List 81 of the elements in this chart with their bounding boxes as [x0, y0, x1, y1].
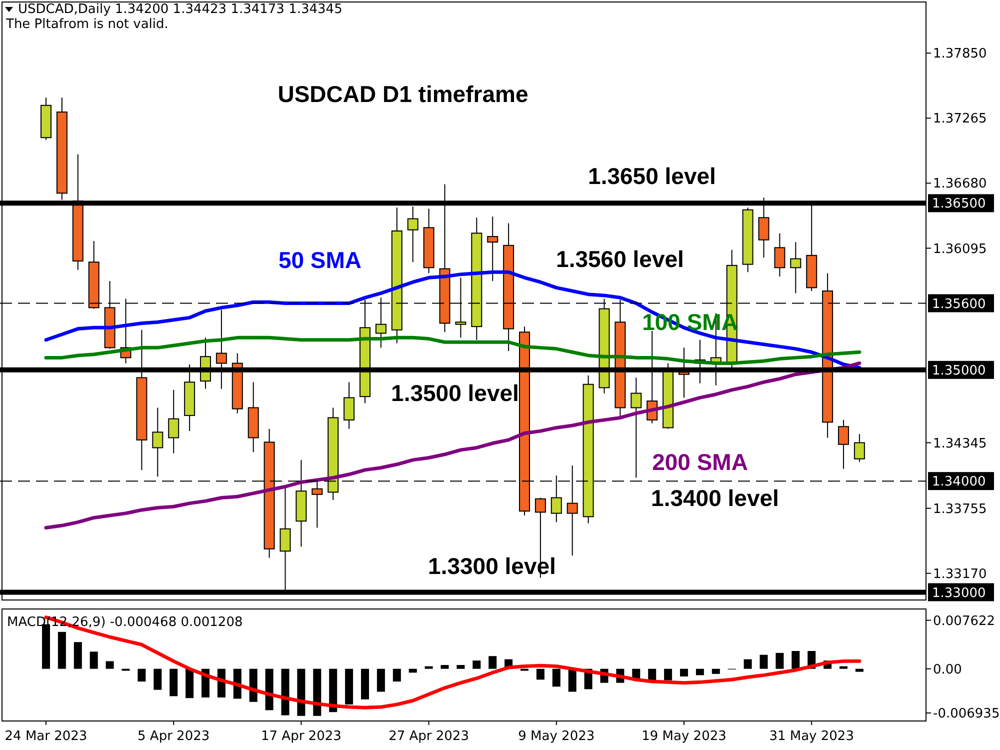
candlestick — [790, 242, 802, 294]
y-tick-label: 0.00 — [933, 662, 962, 678]
bar — [408, 668, 417, 673]
annotation: The Pltafrom is not valid. — [5, 17, 168, 32]
bar — [329, 668, 338, 712]
y-tick-label: 1.37265 — [933, 112, 987, 127]
y-tick-label: 1.33170 — [933, 566, 987, 582]
ref-line-label: 1.34000 — [932, 474, 986, 490]
candlestick — [774, 232, 786, 278]
bar — [90, 652, 98, 669]
bar — [138, 668, 146, 682]
series-label: 200 SMA — [652, 449, 748, 475]
bar — [456, 665, 465, 669]
bar — [361, 668, 369, 700]
bar — [744, 659, 752, 669]
y-tick-label: 1.33755 — [933, 502, 987, 517]
ref-line-label: 1.36500 — [932, 196, 986, 212]
y-tick-label: 0.007622 — [933, 614, 996, 629]
bar — [776, 652, 784, 669]
bar — [313, 668, 322, 716]
bar — [712, 668, 720, 674]
bar — [170, 668, 178, 696]
annotation: USDCAD,Daily 1.34200 1.34423 1.34173 1.34345 — [18, 2, 342, 17]
y-tick-label: 1.36680 — [933, 176, 987, 192]
bar — [472, 660, 481, 669]
bar — [840, 666, 848, 669]
bar — [186, 668, 194, 698]
x-tick-label: 31 May 2023 — [769, 729, 854, 744]
candlestick — [854, 434, 865, 462]
bar — [792, 651, 800, 669]
bar — [488, 656, 497, 669]
bar — [536, 668, 544, 680]
bar — [265, 668, 274, 710]
bar — [392, 668, 401, 682]
x-tick-label: 19 May 2023 — [642, 729, 726, 744]
y-tick-label: 1.36095 — [933, 242, 987, 257]
bar — [440, 665, 449, 669]
bar — [345, 668, 354, 704]
candlestick — [566, 465, 578, 556]
bar — [552, 668, 560, 687]
bar — [106, 661, 114, 669]
bar — [696, 668, 704, 676]
bar — [855, 668, 864, 672]
candlestick — [152, 407, 164, 478]
x-tick-label: 9 May 2023 — [518, 729, 595, 744]
bar — [568, 668, 576, 692]
text: USDCAD D1 timeframe — [278, 81, 528, 107]
line-series — [44, 270, 862, 370]
candlestick — [168, 389, 180, 454]
bar — [154, 668, 162, 690]
candlestick — [630, 377, 642, 478]
bar — [680, 668, 688, 676]
annotation: 1.3560 level — [556, 246, 684, 272]
bar — [648, 668, 656, 680]
ref-line-label: 1.35600 — [932, 296, 986, 312]
bar — [424, 666, 433, 669]
bar — [58, 632, 66, 669]
ref-line-label: 1.35000 — [932, 363, 986, 378]
series-label: 50 SMA — [278, 247, 362, 273]
x-tick-label: 5 Apr 2023 — [138, 729, 210, 744]
candlestick — [344, 382, 355, 430]
bar — [281, 668, 290, 716]
y-tick-label: 1.34345 — [933, 436, 987, 452]
bar — [664, 668, 672, 680]
annotation: 1.3500 level — [391, 380, 519, 406]
candlestick — [838, 419, 849, 470]
y-tick-label: -0.006935 — [933, 706, 1000, 722]
x-tick-label: 17 Apr 2023 — [261, 729, 342, 744]
annotation: 1.3400 level — [651, 485, 779, 512]
annotation: 1.3650 level — [588, 163, 716, 190]
line-series — [44, 336, 862, 365]
bar — [297, 668, 306, 716]
x-tick-label: 24 Mar 2023 — [4, 729, 88, 744]
bar — [760, 654, 768, 669]
bar — [74, 642, 82, 669]
bar — [376, 668, 385, 692]
ref-line-label: 1.33000 — [932, 586, 986, 601]
x-tick-label: 27 Apr 2023 — [388, 729, 469, 744]
line-series — [44, 361, 862, 530]
candlestick — [487, 216, 498, 282]
y-tick-label: 1.37850 — [933, 46, 987, 62]
